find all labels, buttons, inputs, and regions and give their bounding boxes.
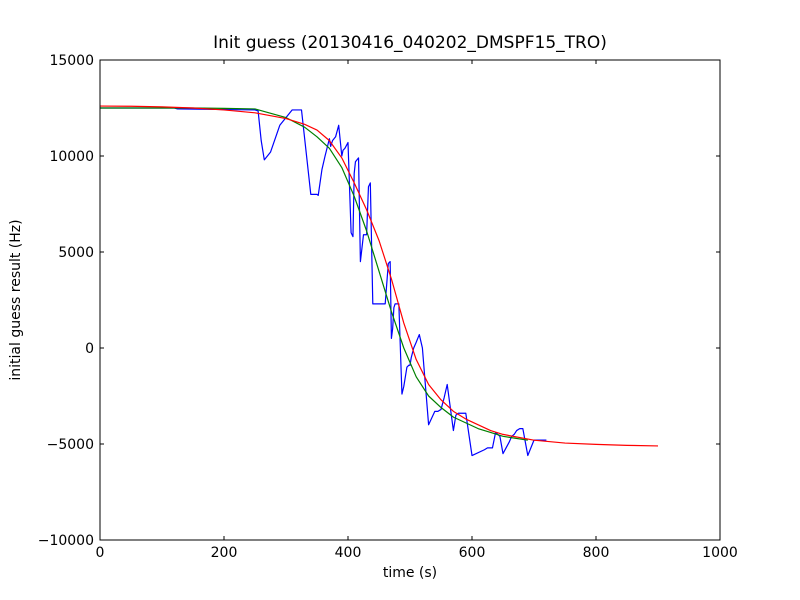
series-layer: [99, 105, 659, 457]
y-tick-label: 5000: [58, 245, 94, 261]
chart-title: Init guess (20130416_040202_DMSPF15_TRO): [213, 33, 607, 53]
y-tick-label: 0: [85, 341, 94, 357]
x-tick-label: 400: [335, 545, 362, 561]
y-tick-label: 15000: [49, 53, 94, 69]
y-axis-label: initial guess result (Hz): [8, 219, 24, 380]
x-tick-label: 800: [583, 545, 610, 561]
y-tick-label: −10000: [38, 533, 94, 549]
x-tick-label: 1000: [702, 545, 738, 561]
y-tick-label: −5000: [47, 437, 94, 453]
series-line-3: [99, 105, 659, 447]
x-axis-label: time (s): [383, 565, 437, 581]
y-tick-label: 10000: [49, 149, 94, 165]
series-line-2: [100, 107, 528, 441]
x-tick-label: 0: [96, 545, 105, 561]
series-line-1: [100, 107, 547, 457]
ticks-layer: 0 200 400 600 800 1000 −10000 −5000 0 5000 10000 15…: [38, 53, 738, 561]
x-tick-label: 600: [459, 545, 486, 561]
x-tick-label: 200: [211, 545, 238, 561]
plot-frame: [99, 59, 721, 541]
